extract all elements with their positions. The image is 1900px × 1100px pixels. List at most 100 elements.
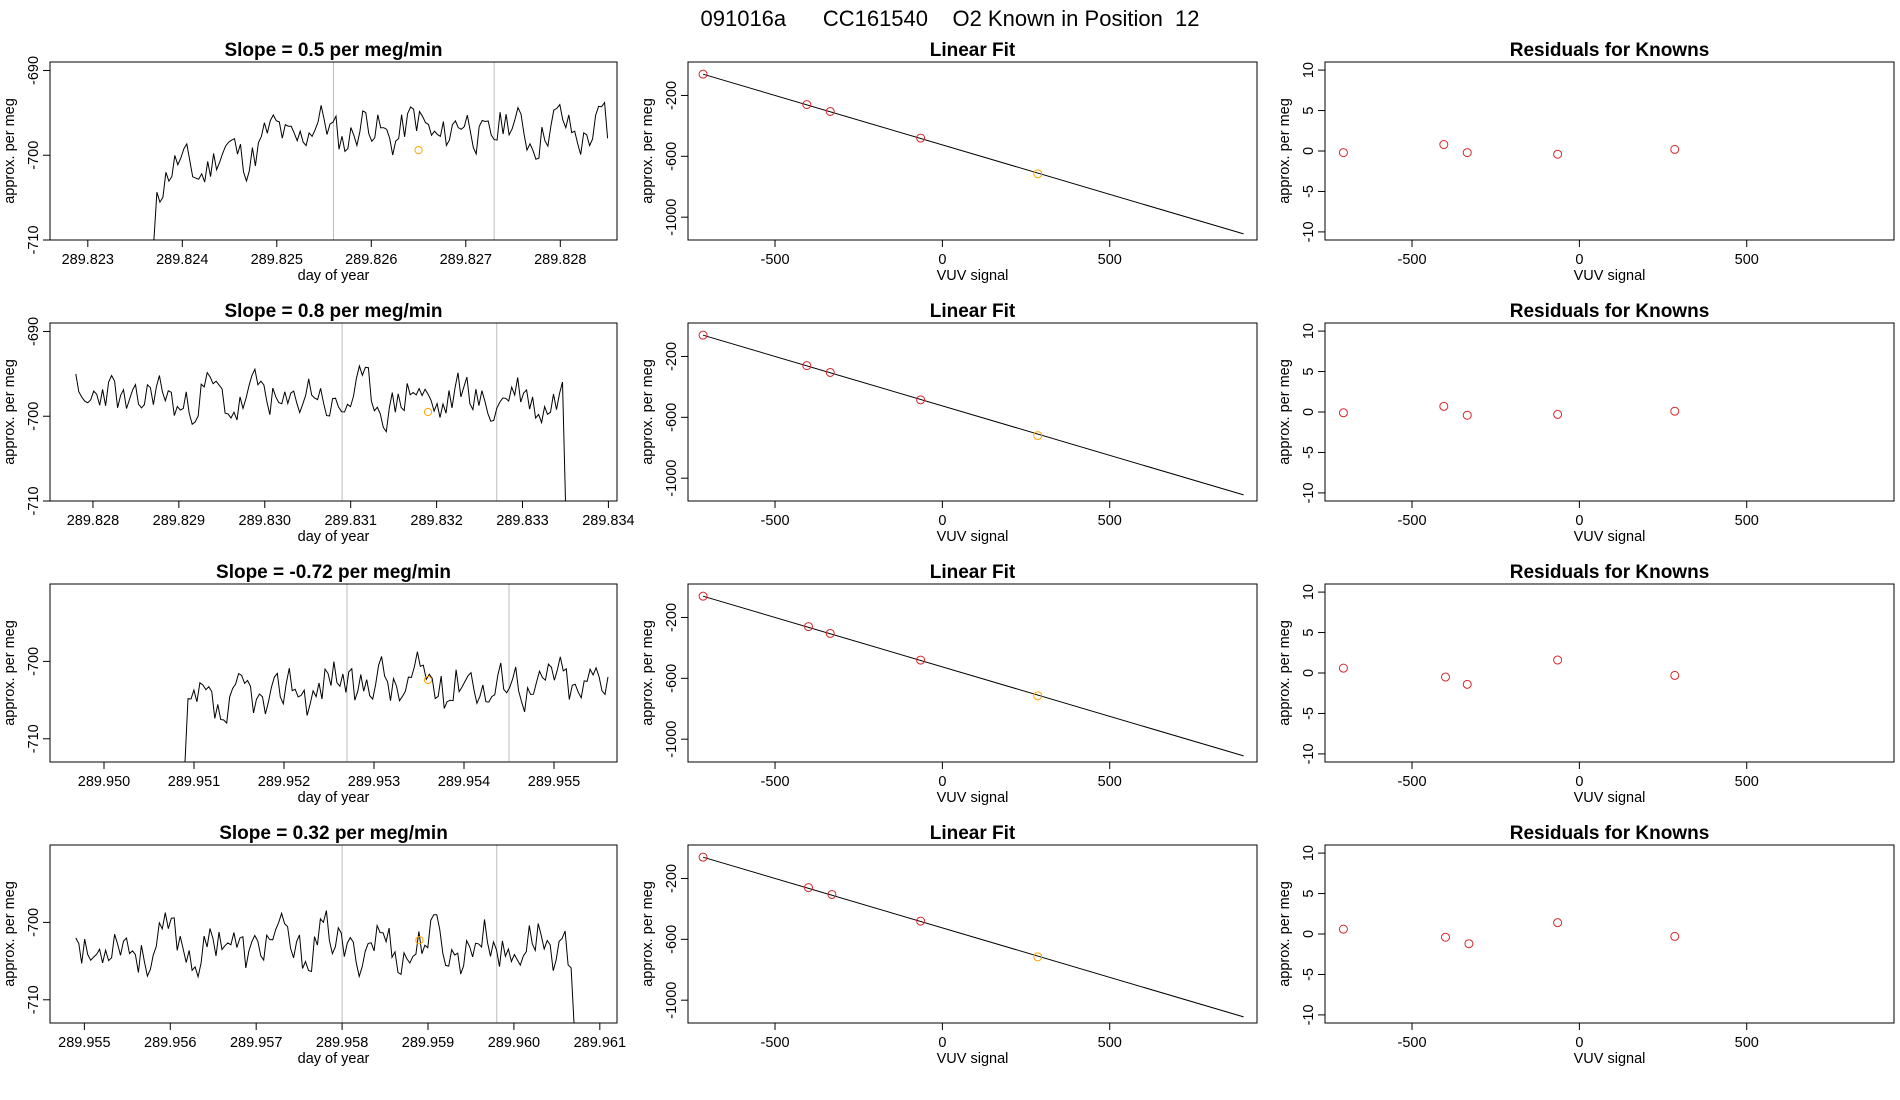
x-tick-label: 500 [1098, 252, 1122, 268]
x-tick-label: 289.958 [316, 1035, 368, 1051]
data-point [1338, 148, 1348, 158]
x-axis-label: VUV signal [1574, 529, 1646, 545]
y-tick-label: -600 [664, 925, 680, 954]
fit-line [702, 73, 1244, 235]
x-tick-label: 500 [1098, 774, 1122, 790]
y-axis-label: approx. per meg [640, 359, 656, 465]
panel-2-2: Linear Fit -500 0 500 -200 -600 -1000 VUV signa… [640, 301, 1258, 545]
x-tick-label: 289.950 [78, 774, 130, 790]
figure-title: 091016a CC161540 O2 Known in Position 12 [701, 6, 1200, 31]
panel-title: Linear Fit [930, 40, 1016, 61]
data-point [1670, 144, 1680, 154]
x-tick-label: 500 [1735, 774, 1759, 790]
x-tick-label: -500 [1398, 774, 1427, 790]
panel-2-1: Slope = 0.8 per meg/min 289.828 289.829 289… [2, 301, 635, 545]
x-tick-label: 0 [1575, 1035, 1583, 1051]
data-point [827, 889, 837, 899]
y-tick-label: -600 [664, 142, 680, 171]
data-point [698, 330, 708, 340]
x-tick-label: 289.828 [534, 252, 586, 268]
x-tick-label: 500 [1735, 1035, 1759, 1051]
y-tick-label: -710 [26, 225, 42, 254]
data-point [1033, 691, 1043, 701]
x-tick-label: 289.955 [58, 1035, 110, 1051]
x-tick-label: 0 [1575, 252, 1583, 268]
x-tick-label: 289.828 [67, 513, 119, 529]
x-axis-label: VUV signal [937, 790, 1009, 806]
y-tick-label: 10 [1301, 323, 1317, 339]
y-tick-label: -5 [1301, 968, 1317, 981]
fit-line [702, 856, 1244, 1018]
data-point [916, 133, 926, 143]
x-tick-label: 0 [938, 252, 946, 268]
x-axis-label: VUV signal [937, 1051, 1009, 1067]
plot-area [698, 852, 1244, 1018]
x-tick-label: 289.954 [438, 774, 490, 790]
plot-frame [49, 583, 618, 763]
x-tick-label: 289.830 [239, 513, 291, 529]
data-point [825, 106, 835, 116]
plot-frame [1324, 322, 1895, 502]
panel-1-1: Slope = 0.5 per meg/min 289.823 289.824 289… [2, 40, 618, 284]
panel-title: Linear Fit [930, 301, 1016, 322]
x-tick-label: 500 [1098, 1035, 1122, 1051]
panel-title: Slope = 0.32 per meg/min [219, 823, 448, 844]
panel-3-3: Residuals for Knowns -500 0 500 10 5 0 -5 -10 VUV… [1277, 562, 1895, 806]
y-axis-label: approx. per meg [2, 359, 18, 465]
x-tick-label: 289.956 [144, 1035, 196, 1051]
data-point [1033, 952, 1043, 962]
y-tick-label: -10 [1301, 482, 1317, 503]
fit-line [702, 334, 1244, 496]
y-tick-label: 10 [1301, 584, 1317, 600]
x-tick-label: -500 [761, 1035, 790, 1051]
y-tick-label: -200 [664, 864, 680, 893]
y-tick-label: 0 [1301, 930, 1317, 938]
panel-1-2: Linear Fit -500 0 500 -200 -600 -1000 VUV signa… [640, 40, 1258, 284]
plot-frame [1324, 583, 1895, 763]
data-point [1338, 924, 1348, 934]
x-tick-label: 0 [1575, 774, 1583, 790]
data-point [1462, 148, 1472, 158]
series-line [184, 651, 609, 762]
x-tick-label: 289.952 [258, 774, 310, 790]
known-marker-point [414, 146, 423, 155]
data-point [1440, 932, 1450, 942]
x-tick-label: 289.951 [168, 774, 220, 790]
plot-area [698, 330, 1244, 496]
data-point [1338, 408, 1348, 418]
x-tick-label: 289.955 [528, 774, 580, 790]
y-tick-label: 0 [1301, 669, 1317, 677]
panel-4-3: Residuals for Knowns -500 0 500 10 5 0 -5 -10 VUV… [1277, 823, 1895, 1067]
plot-area [50, 62, 609, 240]
y-axis-label: approx. per meg [2, 98, 18, 204]
panel-3-1: Slope = -0.72 per meg/min 289.950 289.951 2… [2, 562, 618, 806]
x-tick-label: 289.961 [574, 1035, 626, 1051]
data-point [1033, 169, 1043, 179]
y-tick-label: -690 [26, 317, 42, 346]
known-marker-point [423, 675, 433, 685]
x-axis-label: day of year [298, 268, 370, 284]
x-axis-label: VUV signal [1574, 268, 1646, 284]
data-point [825, 367, 835, 377]
plot-frame [1324, 61, 1895, 241]
data-point [1553, 655, 1563, 665]
y-tick-label: -200 [664, 342, 680, 371]
y-axis-label: approx. per meg [640, 881, 656, 987]
y-tick-label: -1000 [664, 460, 680, 497]
panel-title: Residuals for Knowns [1510, 301, 1710, 322]
data-point [802, 361, 812, 371]
x-tick-label: 500 [1735, 252, 1759, 268]
data-point [825, 628, 835, 638]
x-tick-label: 500 [1735, 513, 1759, 529]
panel-1-3: Residuals for Knowns -500 0 500 10 5 0 -5 -10 VUV… [1277, 40, 1895, 284]
x-tick-label: 0 [1575, 513, 1583, 529]
panel-title: Residuals for Knowns [1510, 562, 1710, 583]
y-tick-label: -690 [26, 56, 42, 85]
y-axis-label: approx. per meg [1277, 359, 1293, 465]
x-tick-label: 289.832 [410, 513, 462, 529]
x-tick-label: 289.834 [582, 513, 634, 529]
x-axis-label: VUV signal [937, 268, 1009, 284]
y-tick-label: -700 [26, 647, 42, 676]
y-axis-label: approx. per meg [1277, 881, 1293, 987]
known-marker-point [415, 936, 424, 945]
